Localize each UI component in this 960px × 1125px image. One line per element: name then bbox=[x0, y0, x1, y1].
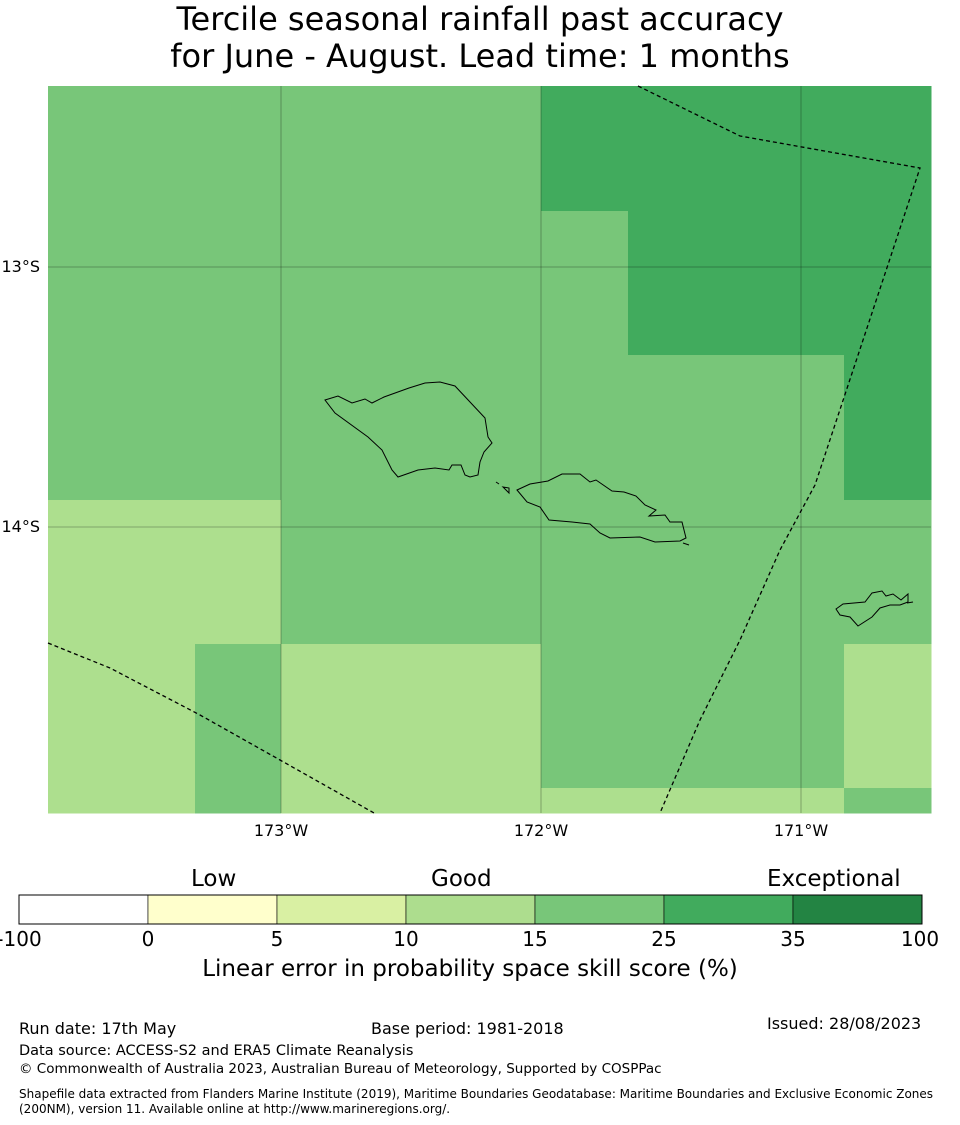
lat-label-13s: 13°S bbox=[1, 257, 40, 276]
colorbar-segment bbox=[405, 894, 536, 925]
grid-cell bbox=[844, 355, 932, 501]
title-line-1: Tercile seasonal rainfall past accuracy bbox=[176, 0, 784, 38]
grid-cell bbox=[844, 211, 932, 356]
grid-cell bbox=[195, 500, 282, 645]
grid-cell bbox=[281, 500, 412, 645]
map[interactable] bbox=[0, 0, 960, 960]
grid-cell bbox=[281, 644, 412, 789]
island-savaii bbox=[324, 381, 493, 478]
grid-cell bbox=[281, 355, 412, 501]
island-upolu bbox=[516, 473, 687, 543]
grid-cell bbox=[281, 86, 412, 212]
grid-cell bbox=[628, 788, 802, 814]
colorbar-tick: -100 bbox=[0, 927, 42, 951]
copyright: © Commonwealth of Australia 2023, Austra… bbox=[19, 1061, 662, 1077]
colorbar-segment bbox=[792, 894, 923, 925]
colorbar-frame bbox=[18, 894, 923, 925]
grid-cell bbox=[844, 644, 932, 789]
grid-cell bbox=[628, 355, 802, 501]
grid-cell bbox=[541, 788, 629, 814]
grid-cell bbox=[628, 86, 802, 212]
grid-cell bbox=[411, 500, 542, 645]
grid-cell bbox=[801, 86, 845, 212]
island-upolu-islet-2 bbox=[501, 486, 510, 495]
islands bbox=[324, 381, 914, 627]
grid-cell bbox=[411, 355, 542, 501]
grid-cell bbox=[195, 86, 282, 212]
grid-cell bbox=[801, 211, 845, 356]
colorbar-tick: 15 bbox=[522, 927, 548, 951]
grid-cell bbox=[281, 788, 412, 814]
grid-cell bbox=[844, 500, 932, 645]
category-exceptional: Exceptional bbox=[767, 866, 901, 892]
issued-date: Issued: 28/08/2023 bbox=[767, 1014, 922, 1033]
colorbar-segment bbox=[18, 894, 149, 925]
grid-cell bbox=[541, 355, 629, 501]
colorbar-tick: 5 bbox=[270, 927, 284, 951]
island-tutuila-islet bbox=[906, 601, 914, 604]
grid-cell bbox=[281, 211, 412, 356]
lon-label-171w: 171°W bbox=[773, 821, 829, 840]
grid-cell bbox=[628, 211, 802, 356]
colorbar-tick: 25 bbox=[651, 927, 677, 951]
colorbar-segment bbox=[663, 894, 794, 925]
shapefile-credit: Shapefile data extracted from Flanders M… bbox=[19, 1087, 934, 1116]
base-period: Base period: 1981-2018 bbox=[371, 1019, 564, 1038]
island-tutuila bbox=[835, 590, 909, 627]
category-good: Good bbox=[431, 866, 492, 892]
colorbar-tick: 10 bbox=[393, 927, 419, 951]
island-upolu-islet-1 bbox=[495, 481, 500, 485]
colorbar-tick: 100 bbox=[900, 927, 940, 951]
grid-cell bbox=[411, 86, 542, 212]
run-date: Run date: 17th May bbox=[19, 1019, 177, 1038]
grid-cell bbox=[195, 788, 282, 814]
grid-cell bbox=[48, 355, 196, 501]
grid-cell bbox=[628, 500, 802, 645]
grid-cell bbox=[411, 788, 542, 814]
lon-label-172w: 172°W bbox=[513, 821, 569, 840]
colorbar-segment bbox=[534, 894, 665, 925]
grid-cell bbox=[48, 211, 196, 356]
grid-cell bbox=[48, 86, 196, 212]
grid-cell bbox=[844, 788, 932, 814]
colorbar-segment bbox=[147, 894, 278, 925]
category-low: Low bbox=[191, 866, 237, 892]
lat-label-14s: 14°S bbox=[1, 517, 40, 536]
grid-cell bbox=[195, 644, 282, 789]
skill-grid bbox=[48, 86, 932, 814]
data-source: Data source: ACCESS-S2 and ERA5 Climate … bbox=[19, 1043, 414, 1059]
colorbar-label: Linear error in probability space skill … bbox=[202, 956, 738, 982]
grid-cell bbox=[801, 788, 845, 814]
grid-cell bbox=[541, 500, 629, 645]
colorbar-segment bbox=[276, 894, 407, 925]
grid-cell bbox=[48, 644, 196, 789]
grid-cell bbox=[844, 86, 932, 212]
grid-cell bbox=[541, 211, 629, 356]
grid-cell bbox=[541, 86, 629, 212]
colorbar bbox=[18, 894, 923, 925]
eez-boundary-west bbox=[47, 642, 375, 814]
grid-cell bbox=[628, 644, 802, 789]
eez-boundaries bbox=[47, 85, 921, 814]
lon-label-173w: 173°W bbox=[253, 821, 309, 840]
grid-cell bbox=[48, 500, 196, 645]
grid-cell bbox=[195, 211, 282, 356]
graticule bbox=[48, 86, 931, 813]
island-upolu-islet-3 bbox=[682, 542, 690, 546]
eez-boundary-east bbox=[637, 85, 921, 814]
grid-cell bbox=[801, 355, 845, 501]
grid-cell bbox=[411, 644, 542, 789]
grid-cell bbox=[541, 644, 629, 789]
colorbar-tick: 0 bbox=[141, 927, 155, 951]
grid-cell bbox=[195, 355, 282, 501]
title-line-2: for June - August. Lead time: 1 months bbox=[170, 37, 790, 75]
grid-cell bbox=[801, 644, 845, 789]
grid-cell bbox=[801, 500, 845, 645]
grid-cell bbox=[411, 211, 542, 356]
grid-cell bbox=[48, 788, 196, 814]
colorbar-tick: 35 bbox=[780, 927, 806, 951]
